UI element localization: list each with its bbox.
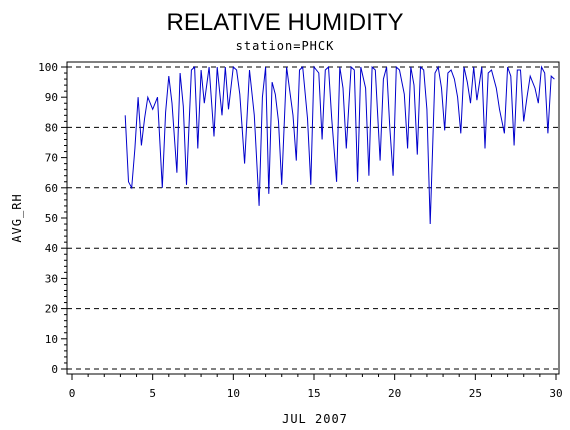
y-tick-label: 10 — [45, 333, 58, 346]
x-tick-label: 30 — [549, 387, 562, 400]
series-layer — [124, 65, 555, 225]
y-tick-label: 60 — [45, 182, 58, 195]
y-axis-label: AVG_RH — [10, 193, 24, 242]
x-tick-label: 25 — [469, 387, 482, 400]
y-tick-label: 80 — [45, 121, 58, 134]
y-tick-label: 30 — [45, 272, 58, 285]
y-tick-label: 40 — [45, 242, 58, 255]
y-axis: 0 10 20 30 40 50 60 70 80 90 100 — [38, 61, 67, 376]
y-tick-label: 100 — [38, 61, 58, 74]
x-tick-label: 0 — [69, 387, 76, 400]
x-tick-label: 5 — [149, 387, 156, 400]
x-tick-label: 15 — [307, 387, 320, 400]
y-tick-label: 0 — [51, 363, 58, 376]
x-tick-label: 20 — [388, 387, 401, 400]
y-tick-label: 90 — [45, 91, 58, 104]
y-tick-label: 50 — [45, 212, 58, 225]
y-tick-label: 70 — [45, 152, 58, 165]
x-axis-label: JUL 2007 — [282, 412, 348, 426]
x-axis: 0 5 10 15 20 25 30 — [69, 374, 563, 400]
x-tick-label: 10 — [227, 387, 240, 400]
avg-rh-series-line — [124, 65, 555, 225]
chart-title: RELATIVE HUMIDITY — [167, 9, 404, 36]
chart-subtitle: station=PHCK — [236, 39, 335, 53]
y-tick-label: 20 — [45, 303, 58, 316]
grid-lines — [67, 66, 559, 370]
